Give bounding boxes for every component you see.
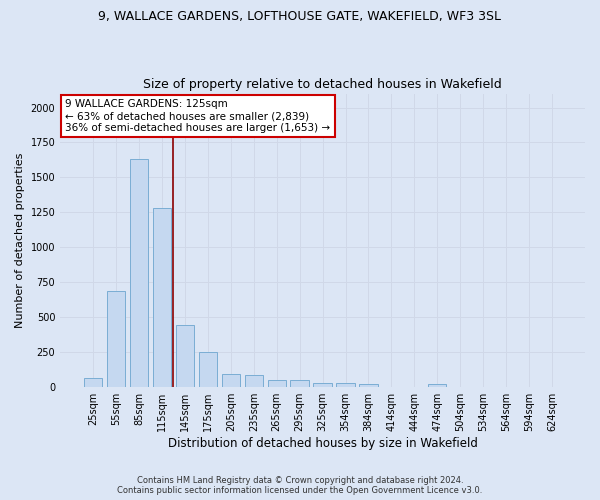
Bar	[84, 378, 103, 387]
Bar	[130, 160, 148, 387]
Bar	[176, 325, 194, 387]
Bar	[153, 208, 171, 387]
Text: 9, WALLACE GARDENS, LOFTHOUSE GATE, WAKEFIELD, WF3 3SL: 9, WALLACE GARDENS, LOFTHOUSE GATE, WAKE…	[98, 10, 502, 23]
Title: Size of property relative to detached houses in Wakefield: Size of property relative to detached ho…	[143, 78, 502, 91]
Bar	[290, 380, 309, 387]
Bar	[268, 380, 286, 387]
X-axis label: Distribution of detached houses by size in Wakefield: Distribution of detached houses by size …	[167, 437, 478, 450]
Y-axis label: Number of detached properties: Number of detached properties	[15, 152, 25, 328]
Bar	[245, 374, 263, 387]
Bar	[428, 384, 446, 387]
Text: Contains HM Land Registry data © Crown copyright and database right 2024.
Contai: Contains HM Land Registry data © Crown c…	[118, 476, 482, 495]
Bar	[107, 290, 125, 387]
Bar	[313, 383, 332, 387]
Text: 9 WALLACE GARDENS: 125sqm
← 63% of detached houses are smaller (2,839)
36% of se: 9 WALLACE GARDENS: 125sqm ← 63% of detac…	[65, 100, 331, 132]
Bar	[337, 383, 355, 387]
Bar	[359, 384, 377, 387]
Bar	[199, 352, 217, 387]
Bar	[221, 374, 240, 387]
